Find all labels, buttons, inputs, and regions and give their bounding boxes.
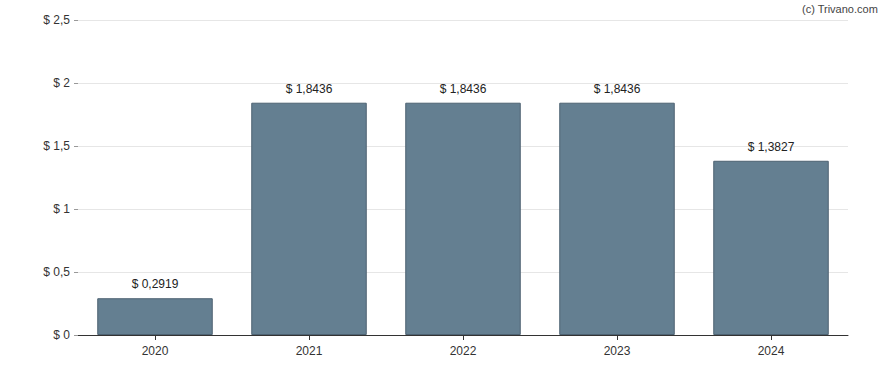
svg-text:$ 1: $ 1 xyxy=(53,202,70,216)
svg-text:2024: 2024 xyxy=(758,344,785,358)
svg-text:$ 0,2919: $ 0,2919 xyxy=(132,277,179,291)
svg-text:$ 1,3827: $ 1,3827 xyxy=(748,140,795,154)
svg-text:$ 1,8436: $ 1,8436 xyxy=(594,82,641,96)
svg-text:2022: 2022 xyxy=(450,344,477,358)
svg-text:$ 1,8436: $ 1,8436 xyxy=(440,82,487,96)
svg-text:$ 0,5: $ 0,5 xyxy=(43,265,70,279)
svg-text:(c) Trivano.com: (c) Trivano.com xyxy=(802,3,878,15)
svg-text:$ 2,5: $ 2,5 xyxy=(43,13,70,27)
svg-text:2023: 2023 xyxy=(604,344,631,358)
svg-text:$ 2: $ 2 xyxy=(53,76,70,90)
svg-text:$ 1,5: $ 1,5 xyxy=(43,139,70,153)
svg-text:2020: 2020 xyxy=(142,344,169,358)
svg-text:$ 1,8436: $ 1,8436 xyxy=(286,82,333,96)
svg-text:$ 0: $ 0 xyxy=(53,328,70,342)
svg-text:2021: 2021 xyxy=(296,344,323,358)
